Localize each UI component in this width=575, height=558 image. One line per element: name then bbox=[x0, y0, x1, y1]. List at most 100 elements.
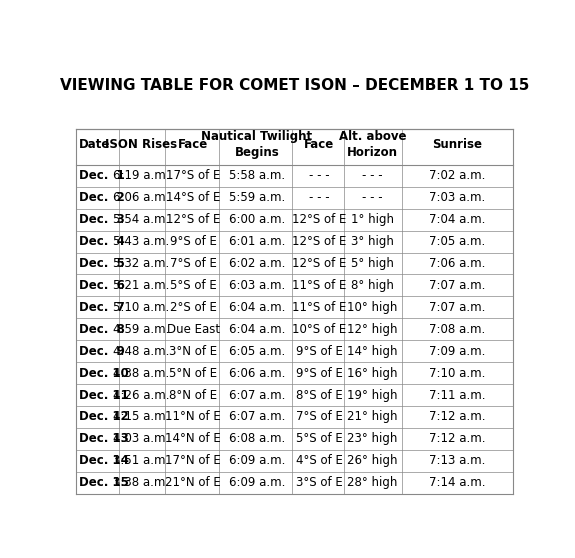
Text: 16° high: 16° high bbox=[347, 367, 398, 379]
Text: 3°S of E: 3°S of E bbox=[296, 476, 343, 489]
Text: 6:07 a.m.: 6:07 a.m. bbox=[229, 411, 285, 424]
Text: Nautical Twilight
Begins: Nautical Twilight Begins bbox=[201, 131, 312, 160]
Text: 6:19 a.m.: 6:19 a.m. bbox=[113, 170, 169, 182]
Text: Dec.  8: Dec. 8 bbox=[79, 323, 124, 336]
Text: 12°S of E: 12°S of E bbox=[292, 235, 346, 248]
Text: - - -: - - - bbox=[362, 191, 383, 204]
Text: Date: Date bbox=[79, 138, 110, 151]
Text: 7°S of E: 7°S of E bbox=[170, 257, 217, 270]
Text: 7:04 a.m.: 7:04 a.m. bbox=[429, 213, 485, 226]
Text: 7:12 a.m.: 7:12 a.m. bbox=[429, 411, 486, 424]
Text: 7:11 a.m.: 7:11 a.m. bbox=[429, 388, 486, 402]
Text: 12°S of E: 12°S of E bbox=[292, 213, 346, 226]
Text: 6:06 a.m.: 6:06 a.m. bbox=[113, 191, 169, 204]
Text: 6:04 a.m.: 6:04 a.m. bbox=[229, 323, 285, 336]
Text: Dec. 14: Dec. 14 bbox=[79, 454, 128, 467]
Text: 7:13 a.m.: 7:13 a.m. bbox=[429, 454, 485, 467]
Text: 8°S of E: 8°S of E bbox=[296, 388, 343, 402]
Text: 6:03 a.m.: 6:03 a.m. bbox=[229, 279, 285, 292]
Text: 4:26 a.m.: 4:26 a.m. bbox=[113, 388, 169, 402]
Text: Dec. 15: Dec. 15 bbox=[79, 476, 128, 489]
Text: - - -: - - - bbox=[309, 191, 329, 204]
Text: 6:00 a.m.: 6:00 a.m. bbox=[229, 213, 285, 226]
Text: - - -: - - - bbox=[309, 170, 329, 182]
Text: 9°S of E: 9°S of E bbox=[170, 235, 217, 248]
Text: Dec.  5: Dec. 5 bbox=[79, 257, 124, 270]
Text: Dec.  3: Dec. 3 bbox=[79, 213, 124, 226]
Text: 11°S of E: 11°S of E bbox=[292, 279, 346, 292]
Text: 6:08 a.m.: 6:08 a.m. bbox=[229, 432, 285, 445]
Text: 12° high: 12° high bbox=[347, 323, 398, 336]
Text: 2°S of E: 2°S of E bbox=[170, 301, 217, 314]
Text: Face: Face bbox=[178, 138, 208, 151]
Text: Dec.  2: Dec. 2 bbox=[79, 191, 124, 204]
Text: 10°S of E: 10°S of E bbox=[292, 323, 346, 336]
Text: 28° high: 28° high bbox=[347, 476, 398, 489]
Text: 9°S of E: 9°S of E bbox=[296, 345, 343, 358]
Text: 7:07 a.m.: 7:07 a.m. bbox=[429, 279, 485, 292]
Text: 7:07 a.m.: 7:07 a.m. bbox=[429, 301, 485, 314]
Text: 5:32 a.m.: 5:32 a.m. bbox=[113, 257, 169, 270]
Text: 11°S of E: 11°S of E bbox=[292, 301, 346, 314]
Text: 5° high: 5° high bbox=[351, 257, 394, 270]
Text: 7:05 a.m.: 7:05 a.m. bbox=[429, 235, 485, 248]
Text: - - -: - - - bbox=[362, 170, 383, 182]
Text: 3:38 a.m.: 3:38 a.m. bbox=[113, 476, 169, 489]
Text: Face: Face bbox=[304, 138, 334, 151]
Text: 6:06 a.m.: 6:06 a.m. bbox=[229, 367, 285, 379]
Text: 4:48 a.m.: 4:48 a.m. bbox=[113, 345, 169, 358]
Text: 21°N of E: 21°N of E bbox=[165, 476, 221, 489]
Text: 11°N of E: 11°N of E bbox=[165, 411, 221, 424]
Text: 17°S of E: 17°S of E bbox=[166, 170, 220, 182]
Text: 7:06 a.m.: 7:06 a.m. bbox=[429, 257, 485, 270]
Text: ISON Rises: ISON Rises bbox=[105, 138, 177, 151]
Text: 6:01 a.m.: 6:01 a.m. bbox=[229, 235, 285, 248]
Text: VIEWING TABLE FOR COMET ISON – DECEMBER 1 TO 15: VIEWING TABLE FOR COMET ISON – DECEMBER … bbox=[60, 78, 530, 93]
Text: 6:05 a.m.: 6:05 a.m. bbox=[229, 345, 285, 358]
Text: 8°N of E: 8°N of E bbox=[169, 388, 217, 402]
Text: 6:09 a.m.: 6:09 a.m. bbox=[229, 476, 285, 489]
Text: Alt. above
Horizon: Alt. above Horizon bbox=[339, 131, 407, 160]
Text: Due East: Due East bbox=[167, 323, 220, 336]
Text: Dec.  9: Dec. 9 bbox=[79, 345, 124, 358]
Text: 10° high: 10° high bbox=[347, 301, 398, 314]
Text: Dec.  7: Dec. 7 bbox=[79, 301, 124, 314]
Text: Dec. 11: Dec. 11 bbox=[79, 388, 128, 402]
Text: 8° high: 8° high bbox=[351, 279, 394, 292]
Text: 17°N of E: 17°N of E bbox=[165, 454, 221, 467]
Text: 7:12 a.m.: 7:12 a.m. bbox=[429, 432, 486, 445]
Text: Dec.  6: Dec. 6 bbox=[79, 279, 124, 292]
Text: 7:09 a.m.: 7:09 a.m. bbox=[429, 345, 485, 358]
Text: 5°S of E: 5°S of E bbox=[170, 279, 216, 292]
Text: 3:51 a.m.: 3:51 a.m. bbox=[113, 454, 169, 467]
Text: 5:59 a.m.: 5:59 a.m. bbox=[229, 191, 285, 204]
Text: 7°S of E: 7°S of E bbox=[296, 411, 343, 424]
Text: 7:10 a.m.: 7:10 a.m. bbox=[429, 367, 485, 379]
Text: 12°S of E: 12°S of E bbox=[292, 257, 346, 270]
Text: 14°S of E: 14°S of E bbox=[166, 191, 220, 204]
Text: 9°S of E: 9°S of E bbox=[296, 367, 343, 379]
Text: 5:43 a.m.: 5:43 a.m. bbox=[113, 235, 169, 248]
Text: 7:14 a.m.: 7:14 a.m. bbox=[429, 476, 486, 489]
Text: 14°N of E: 14°N of E bbox=[165, 432, 221, 445]
Text: Dec.  4: Dec. 4 bbox=[79, 235, 124, 248]
Text: 7:02 a.m.: 7:02 a.m. bbox=[429, 170, 485, 182]
Text: 4:15 a.m.: 4:15 a.m. bbox=[113, 411, 169, 424]
Text: Sunrise: Sunrise bbox=[432, 138, 482, 151]
Text: 6:04 a.m.: 6:04 a.m. bbox=[229, 301, 285, 314]
Text: 3° high: 3° high bbox=[351, 235, 394, 248]
Text: 1° high: 1° high bbox=[351, 213, 394, 226]
Text: 26° high: 26° high bbox=[347, 454, 398, 467]
Text: 5:58 a.m.: 5:58 a.m. bbox=[229, 170, 285, 182]
Text: 23° high: 23° high bbox=[347, 432, 398, 445]
Text: 5°N of E: 5°N of E bbox=[169, 367, 217, 379]
Text: Dec. 13: Dec. 13 bbox=[79, 432, 128, 445]
Text: 12°S of E: 12°S of E bbox=[166, 213, 220, 226]
Text: 5:10 a.m.: 5:10 a.m. bbox=[113, 301, 169, 314]
Text: 5°S of E: 5°S of E bbox=[296, 432, 343, 445]
Text: 4°S of E: 4°S of E bbox=[296, 454, 343, 467]
Text: 4:03 a.m.: 4:03 a.m. bbox=[113, 432, 169, 445]
Text: 5:21 a.m.: 5:21 a.m. bbox=[113, 279, 169, 292]
Text: Dec.  1: Dec. 1 bbox=[79, 170, 124, 182]
Text: 14° high: 14° high bbox=[347, 345, 398, 358]
